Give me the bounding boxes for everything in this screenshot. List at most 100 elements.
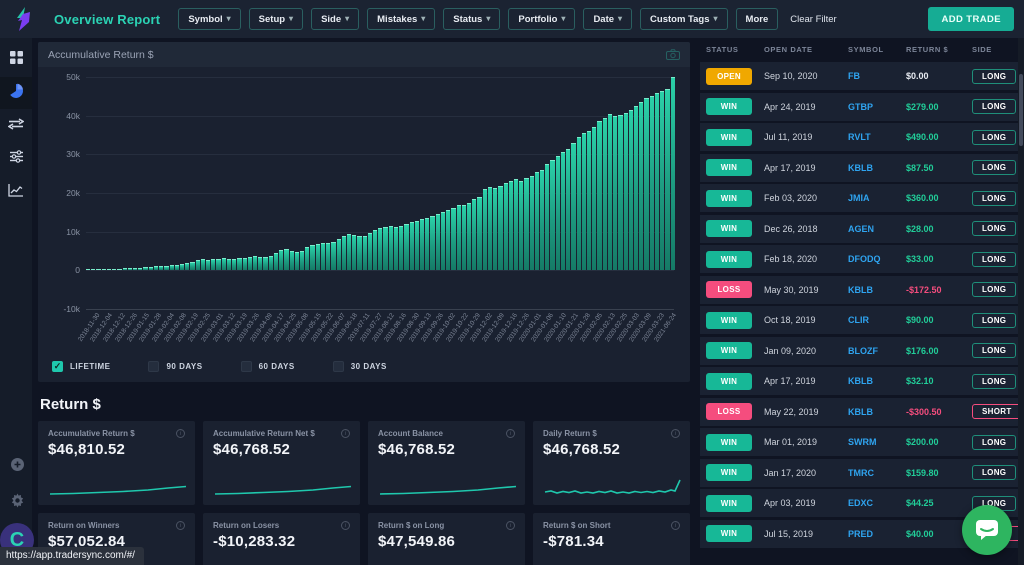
symbol-link[interactable]: JMIA [848,193,870,203]
table-row[interactable]: WIN Jan 17, 2020 TMRC $159.80 LONG [700,458,1018,487]
table-row[interactable]: WIN Oct 18, 2019 CLIR $90.00 LONG [700,306,1018,334]
side-badge: LONG [972,373,1017,389]
table-row[interactable]: WIN Apr 17, 2019 KBLB $32.10 LONG [700,367,1018,395]
trades-icon [7,117,25,135]
sidebar-item-gear[interactable] [1,487,33,519]
table-row[interactable]: WIN Jul 11, 2019 RVLT $490.00 LONG [700,123,1018,151]
checkbox-unchecked[interactable] [240,361,252,372]
info-icon[interactable]: i [506,521,515,530]
table-row[interactable]: WIN Apr 03, 2019 EDXC $44.25 LONG [700,489,1018,517]
sidebar-item-trades[interactable] [0,110,32,142]
symbol-link[interactable]: FB [848,71,860,81]
filter-setup-button[interactable]: Setup ▾ [248,8,304,30]
filter-symbol-button[interactable]: Symbol ▾ [178,8,241,30]
return-cell: $360.00 [906,193,939,203]
symbol-link[interactable]: KBLB [848,162,873,173]
sidebar-item-analytics[interactable] [0,176,32,208]
sidebar-item-filters[interactable] [0,143,32,175]
status-badge: WIN [706,189,752,207]
bar [487,187,493,271]
range-option-90-days[interactable]: 90 DAYS [148,361,202,372]
side-badge: LONG [972,129,1017,145]
filter-label: Custom Tags [650,13,710,25]
bar [466,202,472,271]
table-row[interactable]: LOSS May 22, 2019 KBLB -$300.50 SHORT [700,397,1022,426]
info-icon[interactable]: i [176,521,185,530]
bar [628,109,633,271]
bar [216,258,221,271]
info-icon[interactable]: i [506,429,515,438]
info-icon[interactable]: i [671,429,680,438]
table-row[interactable]: WIN Apr 24, 2019 GTBP $279.00 LONG [700,92,1018,121]
range-option-30-days[interactable]: 30 DAYS [332,361,387,372]
checkbox-unchecked[interactable] [148,361,160,372]
bar [357,235,362,271]
bar [273,252,279,271]
table-row[interactable]: WIN Apr 17, 2019 KBLB $87.50 LONG [700,153,1018,182]
side-badge: LONG [972,221,1017,236]
filter-portfolio-button[interactable]: Portfolio ▾ [508,8,576,30]
bar [649,95,654,271]
table-row[interactable]: WIN Feb 18, 2020 DFODQ $33.00 LONG [700,245,1018,273]
table-row[interactable]: WIN Dec 26, 2018 AGEN $28.00 LONG [700,214,1018,243]
sidebar-item-dashboard[interactable] [0,44,32,76]
table-row[interactable]: OPEN Sep 10, 2020 FB $0.00 LONG [700,62,1018,90]
chevron-down-icon: ▾ [289,14,294,23]
left-sidebar: C [0,38,34,565]
table-row[interactable]: WIN Jan 09, 2020 BLOZF $176.00 LONG [700,336,1018,365]
filter-side-button[interactable]: Side ▾ [311,8,360,30]
symbol-link[interactable]: TMRC [848,467,874,478]
symbol-link[interactable]: EDXC [848,498,874,508]
symbol-link[interactable]: KBLB [848,376,873,386]
info-icon[interactable]: i [671,521,680,530]
filter-more-button[interactable]: More [735,8,779,30]
accumulative-return-chart-card: Accumulative Return $ 50k 40k 30k 20k 10k 0 -1… [38,42,690,382]
bar [106,268,112,271]
camera-export-icon[interactable] [666,49,680,60]
scrollbar-thumb[interactable] [1019,74,1023,146]
symbol-link[interactable]: BLOZF [848,345,878,356]
sidebar-item-add-circle[interactable] [1,451,33,483]
symbol-link[interactable]: PRED [848,528,874,539]
info-icon[interactable]: i [176,429,185,438]
bar [91,268,96,271]
symbol-link[interactable]: DFODQ [848,254,881,264]
checkbox-unchecked[interactable] [332,361,344,372]
symbol-link[interactable]: AGEN [848,223,875,234]
table-row[interactable]: WIN Mar 01, 2019 SWRM $200.00 LONG [700,428,1018,456]
info-icon[interactable]: i [341,429,350,438]
range-option-lifetime[interactable]: ✓ LIFETIME [52,361,110,372]
metric-card-account-balance: Account Balance i $46,768.52 [368,421,525,505]
table-row[interactable]: WIN Feb 03, 2020 JMIA $360.00 LONG [700,184,1018,212]
info-icon[interactable]: i [341,521,350,530]
open-date-cell: May 22, 2019 [764,406,819,417]
bar [268,256,273,271]
filter-custom-tags-button[interactable]: Custom Tags ▾ [640,8,728,30]
filter-status-button[interactable]: Status ▾ [443,8,501,30]
bar [477,196,482,271]
range-option-label: 30 DAYS [350,362,387,371]
bar [299,250,305,271]
symbol-link[interactable]: RVLT [848,132,871,142]
table-row[interactable]: LOSS May 30, 2019 KBLB -$172.50 LONG [700,275,1018,304]
bar [127,268,132,271]
clear-filter-link[interactable]: Clear Filter [790,13,837,25]
symbol-link[interactable]: SWRM [848,437,877,447]
add-trade-button[interactable]: ADD TRADE [928,7,1014,31]
bar [545,164,550,271]
symbol-link[interactable]: KBLB [848,406,873,417]
chat-button[interactable] [962,505,1012,555]
range-option-60-days[interactable]: 60 DAYS [240,361,295,372]
page-title: Overview Report [54,11,161,27]
filter-date-button[interactable]: Date ▾ [583,8,633,30]
bar [122,268,127,271]
symbol-link[interactable]: GTBP [848,101,874,112]
checkbox-checked[interactable]: ✓ [52,361,63,372]
symbol-link[interactable]: CLIR [848,315,869,325]
filter-mistakes-button[interactable]: Mistakes ▾ [367,8,436,30]
side-badge: LONG [972,434,1017,450]
status-badge: WIN [706,433,752,451]
symbol-link[interactable]: KBLB [848,284,873,295]
metric-card-daily-return-: Daily Return $ i $46,768.52 [533,421,690,505]
sidebar-item-pie-chart[interactable] [0,77,32,109]
